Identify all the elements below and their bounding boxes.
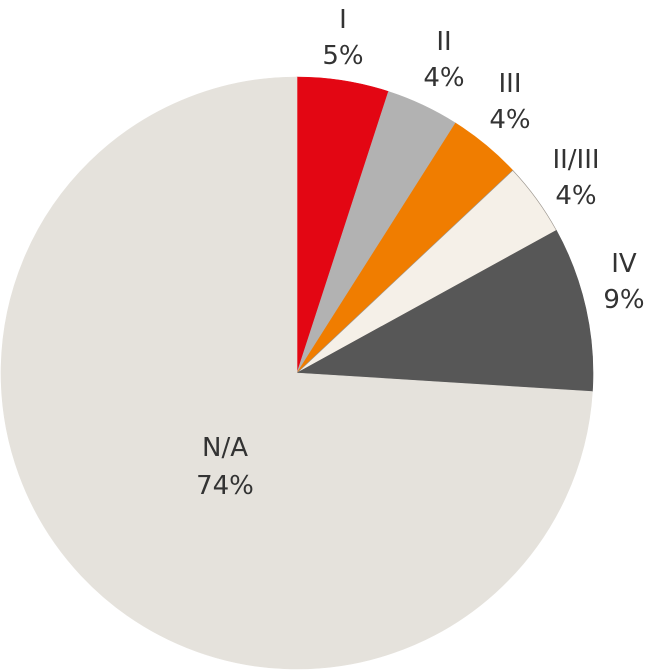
slice-label-ii-iii: II/III bbox=[552, 145, 599, 175]
pie-labels: I 5% II 4% III 4% II/III 4% IV 9% N/A 74% bbox=[196, 5, 645, 501]
slice-label-iv: IV bbox=[611, 249, 637, 279]
slice-percent-iv: 9% bbox=[603, 285, 644, 315]
slice-label-ii: II bbox=[436, 27, 451, 57]
slice-label-n-a: N/A bbox=[202, 433, 248, 463]
pie-slices bbox=[0, 76, 594, 670]
slice-percent-n-a: 74% bbox=[196, 471, 254, 501]
slice-percent-ii: 4% bbox=[423, 63, 464, 93]
slice-label-i: I bbox=[339, 5, 347, 35]
slice-percent-i: 5% bbox=[322, 41, 363, 71]
pie-slice-iv bbox=[295, 229, 594, 392]
slice-label-iii: III bbox=[498, 69, 521, 99]
slice-percent-iii: 4% bbox=[489, 105, 530, 135]
slice-percent-ii-iii: 4% bbox=[555, 181, 596, 211]
pie-slice-n-a bbox=[0, 76, 593, 670]
